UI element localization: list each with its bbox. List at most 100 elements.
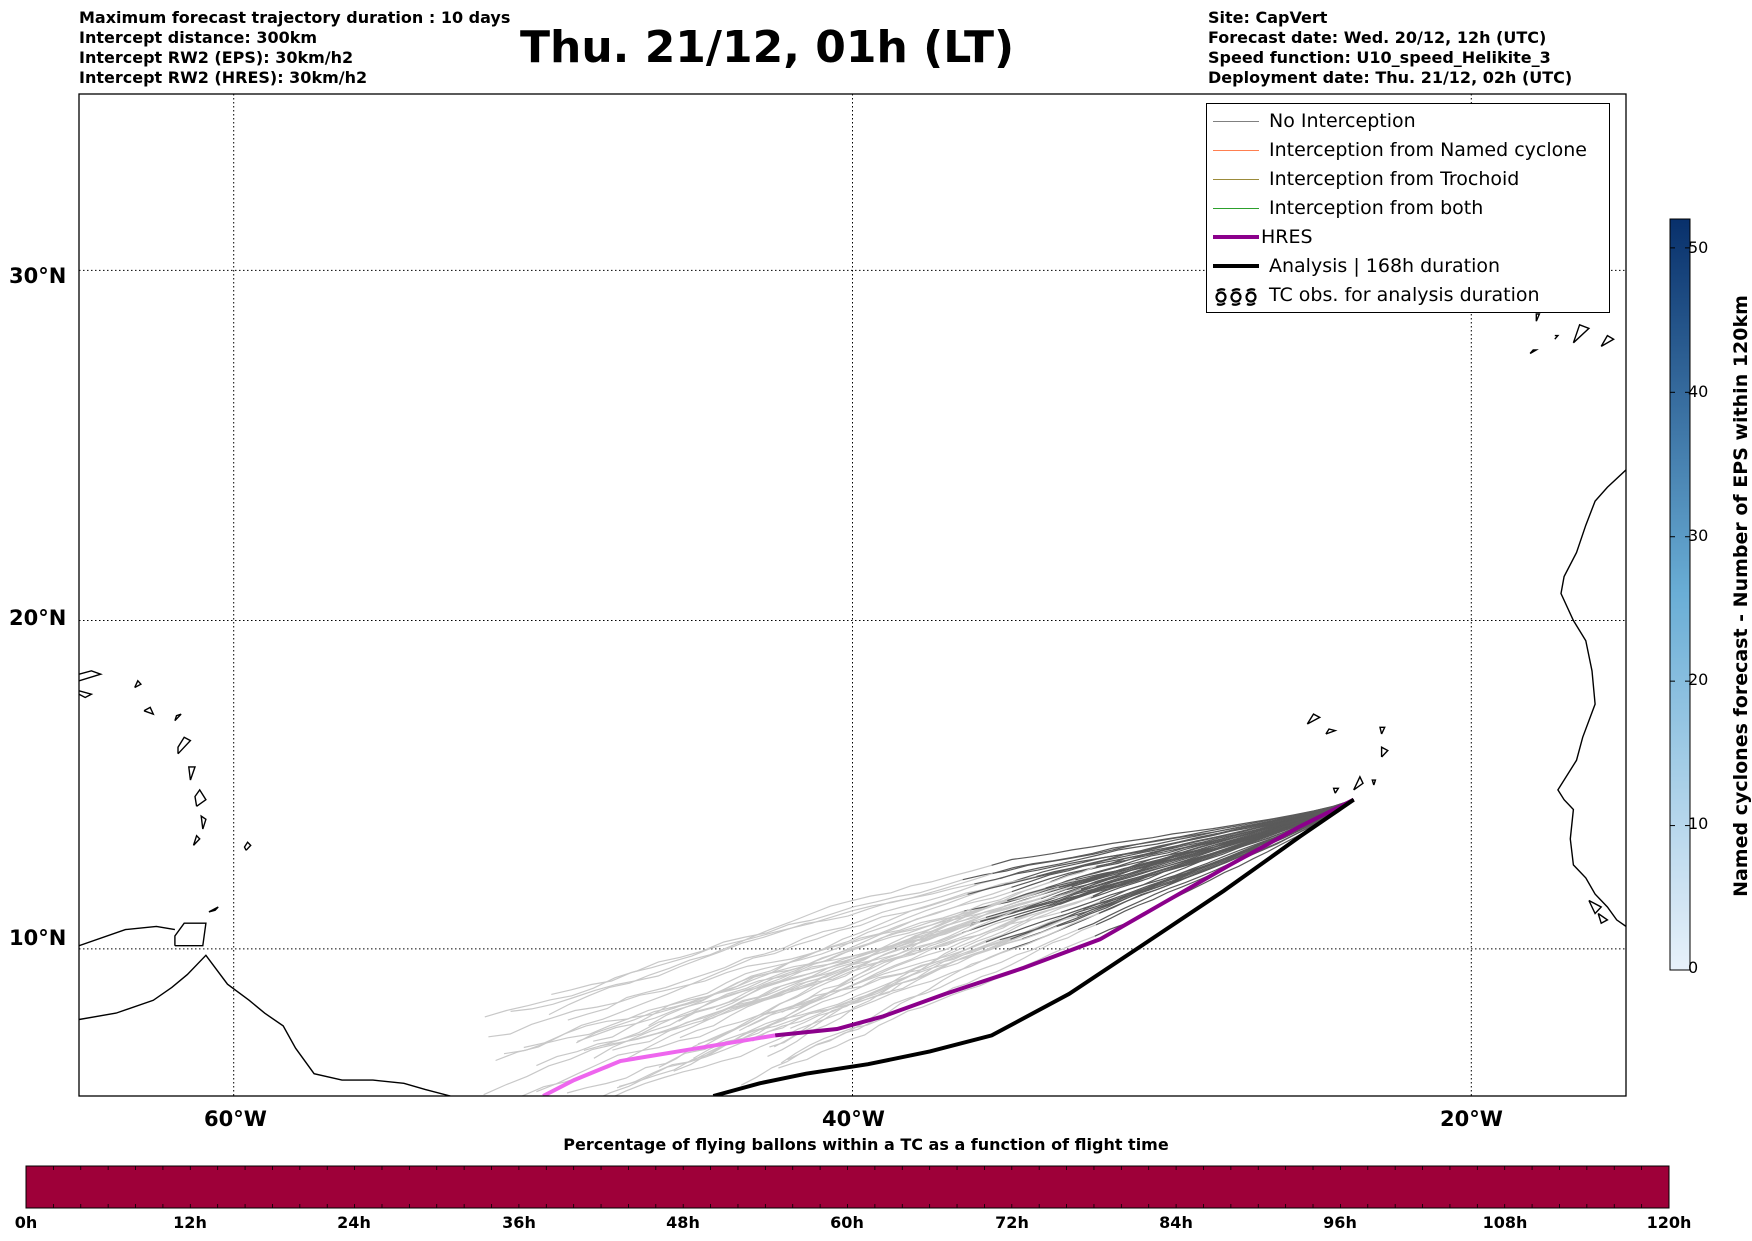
- coastline: [79, 670, 103, 682]
- eps-trajectory-early: [992, 799, 1354, 875]
- coastline: [1306, 713, 1322, 725]
- legend-swatch-both: [1213, 208, 1259, 209]
- legend-swatch-trochoid: [1213, 179, 1259, 180]
- coastline: [1600, 334, 1615, 348]
- colorbar-bottom-tick: 120h: [1646, 1213, 1692, 1232]
- eps-trajectory-late: [536, 941, 987, 1093]
- colorbar-bottom-title: Percentage of flying ballons within a TC…: [563, 1135, 1169, 1154]
- coastline: [1379, 726, 1386, 735]
- header-right-line: Forecast date: Wed. 20/12, 12h (UTC): [1208, 28, 1547, 47]
- eps-trajectory-early: [1007, 799, 1354, 902]
- coastline: [79, 954, 451, 1096]
- header-left-line: Intercept RW2 (HRES): 30km/h2: [79, 68, 368, 87]
- eps-trajectory-late: [483, 932, 963, 1096]
- eps-trajectory-late: [715, 888, 1067, 1011]
- eps-trajectory-early: [1080, 799, 1354, 890]
- eps-trajectory-late: [679, 881, 1051, 1039]
- coastline: [134, 679, 143, 689]
- legend-label: Interception from both: [1269, 197, 1484, 219]
- coastline: [200, 814, 207, 830]
- eps-trajectory-late: [495, 893, 968, 1062]
- colorbar-right-tick: 20: [1688, 670, 1709, 689]
- eps-trajectory-early: [1096, 799, 1354, 867]
- coastline: [192, 834, 201, 846]
- coastline: [1597, 912, 1609, 925]
- hres-trajectory: [774, 797, 1355, 1038]
- header-left-line: Intercept RW2 (EPS): 30km/h2: [79, 48, 354, 67]
- eps-trajectory-late: [567, 878, 1001, 1021]
- coastline: [1353, 775, 1364, 791]
- map-title: Thu. 21/12, 01h (LT): [520, 22, 1015, 73]
- coastline: [174, 922, 207, 947]
- legend-label: No Interception: [1269, 110, 1416, 132]
- colorbar-right-tick: 30: [1688, 526, 1709, 545]
- lat-label-10n: 10°N: [9, 926, 67, 950]
- eps-trajectory-late: [536, 916, 987, 1067]
- map-plot-area: [79, 94, 1626, 1096]
- colorbar-bottom-tick: 36h: [502, 1213, 536, 1232]
- hres-trajectory-late: [542, 1033, 776, 1096]
- header-right-line: Site: CapVert: [1208, 8, 1328, 27]
- lon-label-40w: 40°W: [822, 1107, 885, 1131]
- coastline: [208, 906, 219, 913]
- colorbar-right-tick: 50: [1688, 238, 1709, 257]
- colorbar-right-tick: 0: [1688, 958, 1699, 977]
- colorbar-bottom: [25, 1165, 1670, 1209]
- legend-label: TC obs. for analysis duration: [1269, 284, 1540, 306]
- coastline: [1572, 323, 1591, 344]
- legend-label: HRES: [1261, 226, 1313, 248]
- eps-trajectory-late: [583, 900, 1008, 1051]
- eps-trajectory-late: [510, 883, 975, 1012]
- eps-trajectory-late: [523, 920, 981, 1049]
- eps-trajectory-late: [747, 888, 1082, 1028]
- colorbar-bottom-tick: 0h: [14, 1213, 38, 1232]
- coastline: [1557, 469, 1626, 927]
- eps-trajectory-late: [734, 879, 1076, 1009]
- lon-label-20w: 20°W: [1440, 1107, 1503, 1131]
- colorbar-bottom-tick: 24h: [337, 1213, 371, 1232]
- colorbar-right-label: Named cyclones forecast - Number of EPS …: [1730, 295, 1752, 897]
- legend-swatch-no-interception: [1213, 121, 1259, 122]
- coastline: [143, 706, 155, 716]
- eps-trajectory-late: [599, 917, 1015, 1047]
- eps-trajectory-late: [778, 935, 1096, 1069]
- lat-label-30n: 30°N: [9, 264, 67, 288]
- eps-trajectory-late: [790, 900, 1101, 1029]
- colorbar-right-tick: 40: [1688, 382, 1709, 401]
- colorbar-right: [1669, 218, 1691, 971]
- coastline: [188, 766, 196, 781]
- coastline: [177, 736, 192, 755]
- legend-swatch-named-cyclone: [1213, 150, 1259, 151]
- map-legend: No Interception Interception from Named …: [1206, 103, 1610, 313]
- colorbar-bottom-tick: 96h: [1323, 1213, 1357, 1232]
- colorbar-bottom-tick: 60h: [830, 1213, 864, 1232]
- coastline: [1529, 349, 1539, 355]
- legend-swatch-analysis: [1213, 264, 1259, 268]
- map-frame: [78, 93, 1627, 1097]
- eps-trajectory-late: [773, 895, 1094, 1048]
- colorbar-bottom-tick: 72h: [995, 1213, 1029, 1232]
- coastline: [79, 690, 94, 699]
- colorbar-bottom-tick: 48h: [666, 1213, 700, 1232]
- header-left-line: Maximum forecast trajectory duration : 1…: [79, 8, 511, 27]
- header-left-line: Intercept distance: 300km: [79, 28, 318, 47]
- coastline: [1371, 779, 1377, 786]
- legend-label: Interception from Named cyclone: [1269, 139, 1587, 161]
- eps-trajectory-late: [577, 905, 1005, 1042]
- eps-trajectory-late: [548, 864, 992, 1016]
- eps-trajectory-early: [1098, 799, 1355, 915]
- coastline: [174, 713, 182, 722]
- tc-symbol-icon: [1215, 288, 1257, 306]
- eps-trajectory-late: [787, 912, 1100, 1061]
- header-right-line: Deployment date: Thu. 21/12, 02h (UTC): [1208, 68, 1573, 87]
- coastline: [1535, 313, 1541, 322]
- eps-trajectory-early: [1077, 799, 1355, 931]
- eps-trajectory-late: [566, 939, 1000, 1094]
- coastline: [79, 925, 176, 947]
- eps-trajectory-late: [613, 948, 1010, 1096]
- coastline: [1380, 746, 1389, 758]
- coastline: [194, 788, 207, 807]
- coastline: [1332, 787, 1340, 794]
- eps-trajectory-late: [593, 886, 1012, 1042]
